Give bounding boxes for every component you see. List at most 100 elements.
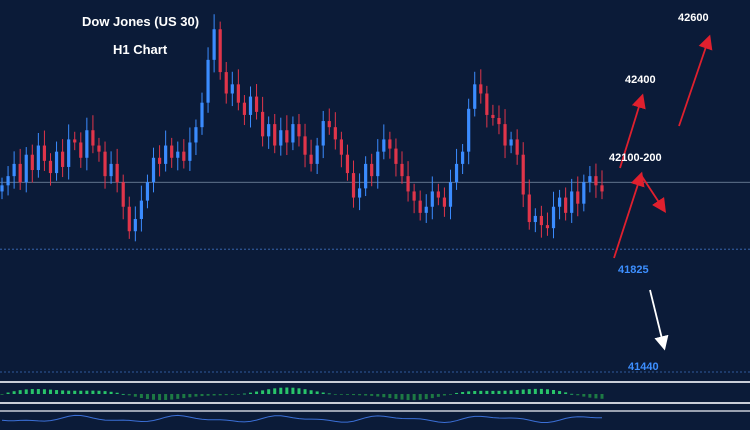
candle-body [545, 225, 550, 229]
oscillator-bar [394, 394, 398, 399]
oscillator-bar [564, 392, 568, 394]
candle-body [103, 151, 107, 177]
oscillator-bar [533, 388, 537, 394]
chart-subtitle: H1 Chart [113, 42, 168, 57]
oscillator-bar [188, 394, 192, 398]
oscillator-bar [176, 394, 180, 399]
level-label-42400: 42400 [625, 74, 656, 86]
oscillator-bar [412, 394, 416, 401]
candle-body [333, 127, 337, 140]
candle-body [570, 191, 574, 213]
candle-body [364, 163, 368, 189]
candle-body [279, 130, 283, 146]
candle-body [242, 102, 247, 115]
oscillator-bar [212, 394, 216, 396]
candle-body [485, 93, 489, 115]
candle-body [230, 84, 234, 94]
oscillator-bar [333, 394, 337, 395]
candle-body [406, 176, 410, 192]
candle-body [576, 191, 580, 204]
oscillator-bar [230, 394, 234, 395]
oscillator-bar [473, 390, 477, 394]
oscillator-bar [291, 387, 295, 394]
candle-body [473, 84, 477, 109]
candle-body [479, 84, 483, 94]
candle-body [36, 145, 40, 171]
oscillator-bar [509, 390, 513, 394]
candle-body [97, 145, 101, 152]
candle-body [206, 59, 210, 103]
candle-body [188, 142, 192, 161]
oscillator-bar [133, 394, 137, 397]
candle-body [115, 163, 119, 183]
candle-body [527, 194, 531, 223]
candle-body [0, 185, 4, 192]
oscillator-bar [115, 392, 119, 394]
candle-body [376, 151, 380, 177]
candle-body [454, 163, 459, 183]
candle-body [588, 176, 592, 183]
oscillator-bar [36, 389, 40, 394]
oscillator-bar [248, 392, 252, 394]
level-label-41825: 41825 [618, 264, 649, 276]
candle-body [151, 157, 156, 183]
oscillator-bar [242, 393, 246, 395]
oscillator-bar [103, 391, 107, 394]
oscillator-bar [576, 394, 580, 396]
oscillator-bar [255, 391, 259, 394]
oscillator-bar [388, 394, 392, 399]
up-arrow-to-42100 [613, 171, 645, 259]
candle-body [61, 151, 65, 167]
oscillator-bar [85, 390, 89, 394]
candle-body [54, 151, 59, 174]
oscillator-bar [406, 394, 410, 401]
oscillator-bar [261, 390, 265, 394]
candle-body [327, 121, 331, 128]
oscillator-bar [24, 389, 28, 394]
candle-body [145, 182, 150, 201]
candle-body [176, 151, 180, 158]
candle-body [121, 182, 125, 207]
oscillator-bar [364, 394, 368, 396]
candle-body [315, 145, 319, 164]
oscillator-bar [358, 394, 362, 396]
oscillator-bar [309, 390, 313, 394]
candle-body [267, 124, 271, 137]
candle-body [515, 139, 519, 155]
candle-body [345, 154, 350, 174]
oscillator-bar [442, 394, 446, 396]
candle-body [394, 148, 398, 164]
oscillator-bar [503, 390, 507, 394]
oscillator-bar [79, 390, 83, 394]
oscillator-bar [224, 394, 228, 396]
oscillator-bar [424, 394, 428, 400]
candle-body [412, 191, 416, 201]
candle-body [321, 121, 325, 146]
candle-body [194, 127, 198, 143]
oscillator-bar [61, 390, 65, 394]
oscillator-bar [109, 391, 113, 394]
oscillator-bar [194, 394, 198, 397]
candle-body [351, 173, 356, 198]
oscillator-bar [352, 394, 356, 396]
oscillator-bar [55, 390, 59, 394]
candle-body [509, 139, 513, 146]
candle-body [91, 130, 95, 146]
oscillator-bar [467, 391, 471, 394]
candle-body [442, 197, 447, 207]
oscillator-bar [285, 387, 289, 394]
chart-title: Dow Jones (US 30) [82, 14, 200, 29]
oscillator-bar [382, 394, 386, 398]
up-arrow-to-42600 [678, 34, 713, 127]
candle-body [461, 151, 465, 164]
oscillator-bar [42, 389, 46, 394]
candle-body [491, 114, 495, 118]
oscillator-bar [182, 394, 186, 399]
candle-body [18, 163, 22, 183]
candle-body [109, 163, 113, 177]
candle-body [133, 218, 137, 232]
candle-body [424, 206, 428, 213]
candle-body [273, 124, 277, 146]
oscillator-bar [67, 390, 71, 394]
